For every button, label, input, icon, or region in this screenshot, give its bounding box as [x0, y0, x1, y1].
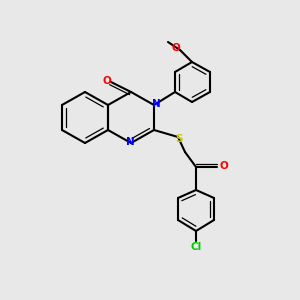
Text: Cl: Cl — [190, 242, 202, 252]
Text: N: N — [152, 99, 160, 109]
Text: N: N — [126, 137, 134, 147]
Text: O: O — [172, 43, 180, 53]
Text: S: S — [175, 134, 183, 144]
Text: O: O — [220, 161, 228, 171]
Text: O: O — [103, 76, 111, 86]
